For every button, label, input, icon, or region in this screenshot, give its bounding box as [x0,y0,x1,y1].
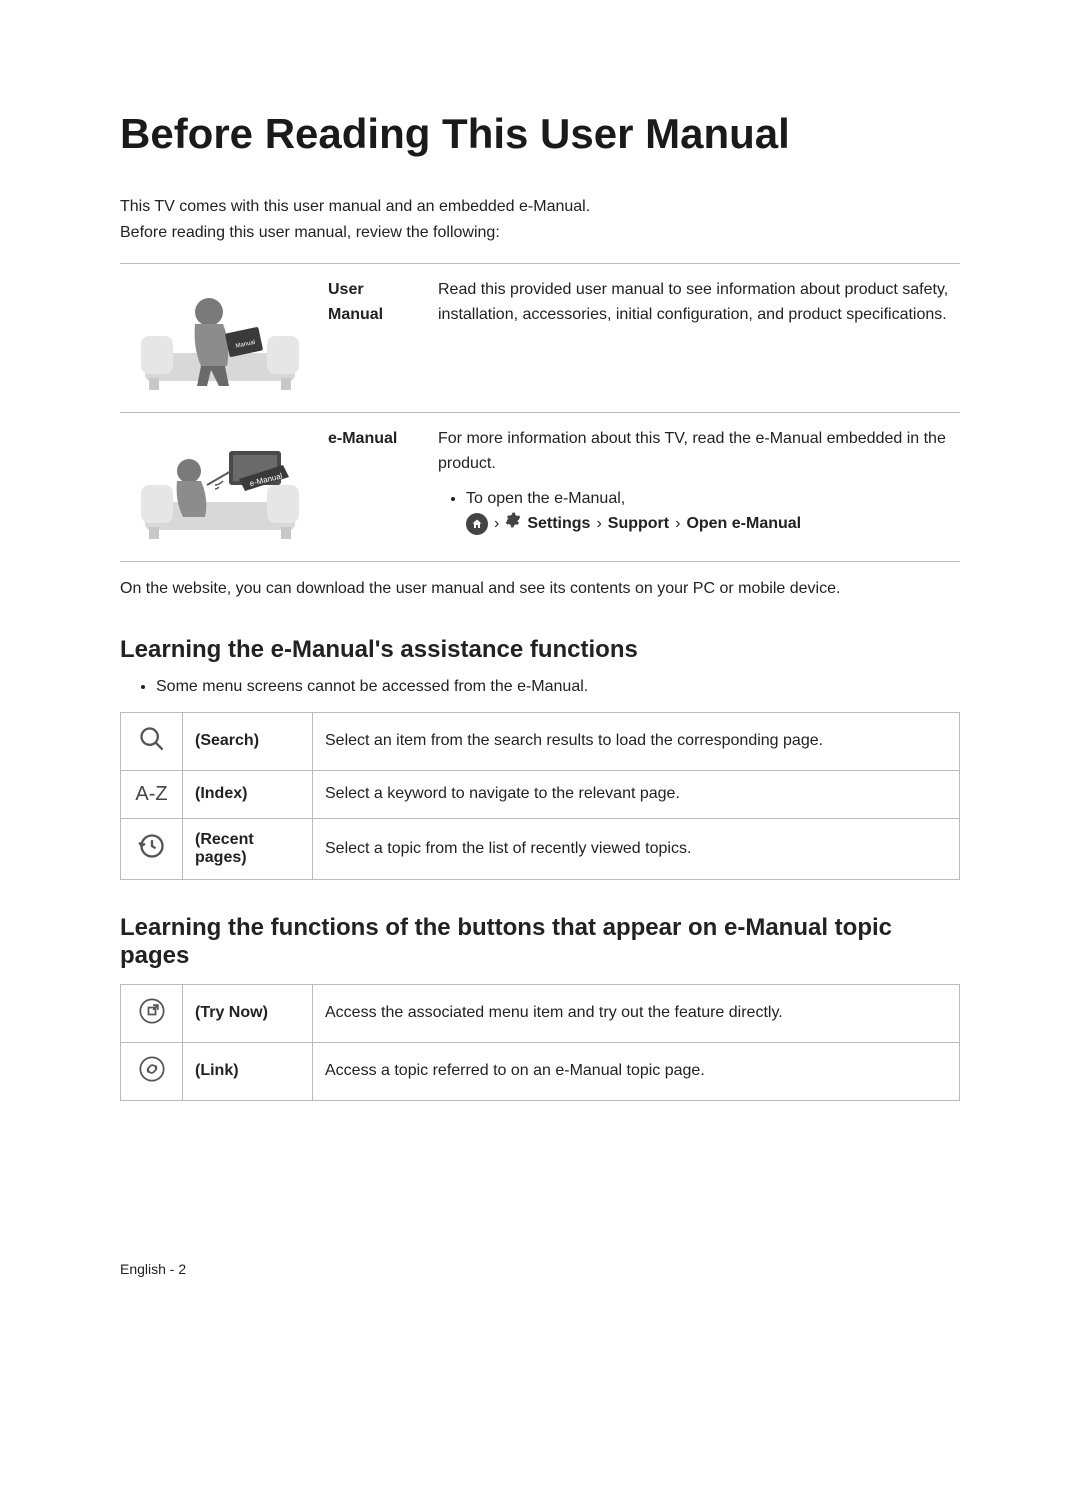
page-footer: English - 2 [120,1261,960,1277]
trynow-name: (Try Now) [183,984,313,1042]
assist-search-name: (Search) [183,712,313,770]
e-manual-desc: For more information about this TV, read… [430,413,960,562]
open-emanual-prefix: To open the e-Manual, [466,490,625,507]
topic-buttons-table: (Try Now) Access the associated menu ite… [120,984,960,1101]
trynow-desc: Access the associated menu item and try … [313,984,960,1042]
assist-heading: Learning the e-Manual's assistance funct… [120,636,960,664]
link-desc: Access a topic referred to on an e-Manua… [313,1042,960,1100]
manual-row-user: Manual User Manual Read this provided us… [120,264,960,413]
assist-recent-desc: Select a topic from the list of recently… [313,818,960,879]
search-icon [138,725,166,753]
button-row-link: (Link) Access a topic referred to on an … [121,1042,960,1100]
assist-index-desc: Select a keyword to navigate to the rele… [313,770,960,818]
user-manual-label: User Manual [320,264,430,413]
assist-functions-table: (Search) Select an item from the search … [120,712,960,880]
assist-recent-name: (Recent pages) [183,818,313,879]
assist-row-search: (Search) Select an item from the search … [121,712,960,770]
link-name: (Link) [183,1042,313,1100]
path-open-emanual: Open e-Manual [686,512,801,537]
assist-index-name: (Index) [183,770,313,818]
open-emanual-path: › Settings › Support › Open e-Manual [466,512,801,537]
chevron-right-icon: › [494,512,499,537]
buttons-heading: Learning the functions of the buttons th… [120,914,960,970]
path-support: Support [608,512,669,537]
button-row-trynow: (Try Now) Access the associated menu ite… [121,984,960,1042]
e-manual-label: e-Manual [320,413,430,562]
manual-row-emanual: e-Manual e-Manual For more information a… [120,413,960,562]
e-manual-desc-text: For more information about this TV, read… [438,427,952,477]
gear-icon [505,512,521,537]
home-icon [466,513,488,535]
chevron-right-icon: › [596,512,601,537]
open-emanual-bullet: To open the e-Manual, › Settings › Su [466,487,952,539]
user-manual-desc: Read this provided user manual to see in… [430,264,960,413]
assist-search-desc: Select an item from the search results t… [313,712,960,770]
intro-line-1: This TV comes with this user manual and … [120,198,590,215]
recent-icon [138,832,166,860]
manual-type-table: Manual User Manual Read this provided us… [120,263,960,562]
intro-text: This TV comes with this user manual and … [120,194,960,245]
e-manual-illustration: e-Manual [135,427,305,547]
assist-subnote: Some menu screens cannot be accessed fro… [156,678,960,696]
chevron-right-icon: › [675,512,680,537]
link-icon [138,1055,166,1083]
index-icon: A-Z [135,783,167,805]
assist-row-recent: (Recent pages) Select a topic from the l… [121,818,960,879]
path-settings: Settings [527,512,590,537]
try-now-icon [138,997,166,1025]
page-title: Before Reading This User Manual [120,110,960,158]
user-manual-illustration: Manual [135,278,305,398]
intro-line-2: Before reading this user manual, review … [120,224,500,241]
assist-row-index: A-Z (Index) Select a keyword to navigate… [121,770,960,818]
website-note: On the website, you can download the use… [120,576,960,602]
